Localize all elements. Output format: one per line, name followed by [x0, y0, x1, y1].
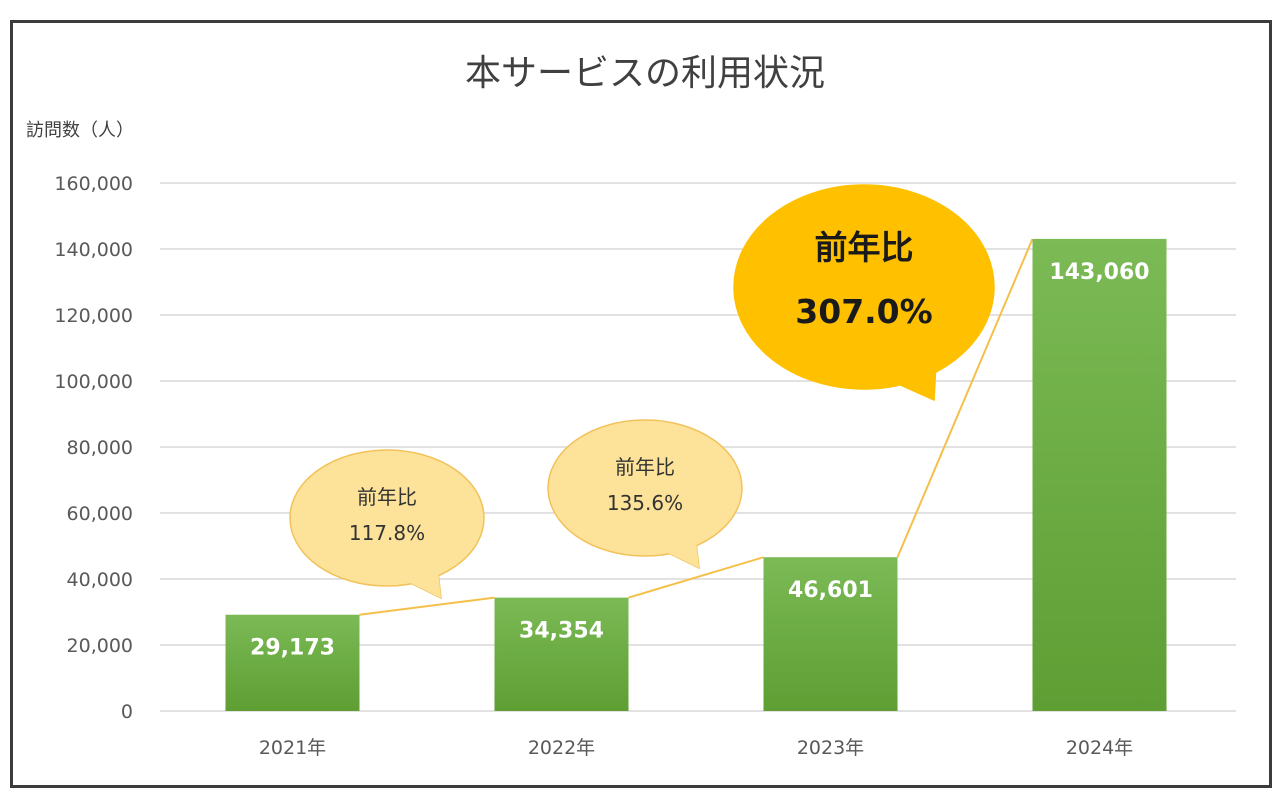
- bar-value-label: 143,060: [1049, 260, 1149, 285]
- y-tick-label: 40,000: [67, 569, 133, 591]
- chart-title: 本サービスの利用状況: [465, 53, 825, 94]
- connector-line: [359, 596, 495, 616]
- yoy-bubble: 前年比 135.6%: [547, 419, 743, 570]
- x-tick-label: 2023年: [797, 737, 864, 759]
- y-tick-labels: 0 20,000 40,000 60,000 80,000 100,000 120,000 1…: [54, 173, 133, 723]
- bubble-value: 135.6%: [607, 491, 683, 515]
- bar: [763, 557, 898, 711]
- bar-value-labels: 29,173 34,354 46,601 143,060: [250, 260, 1150, 661]
- bubble-label: 前年比: [357, 485, 417, 509]
- bubble-body: [289, 449, 485, 587]
- y-tick-label: 80,000: [67, 437, 133, 459]
- y-tick-label: 0: [121, 701, 133, 723]
- bubble-tail-fill: [878, 345, 937, 400]
- connector-line: [628, 556, 764, 599]
- y-tick-label: 140,000: [54, 239, 133, 261]
- y-tick-label: 60,000: [67, 503, 133, 525]
- bar: [494, 597, 629, 711]
- x-tick-label: 2021年: [259, 737, 326, 759]
- bar-value-label: 29,173: [250, 636, 335, 661]
- bubble-label: 前年比: [615, 455, 675, 479]
- bar-value-label: 46,601: [788, 578, 873, 603]
- y-tick-label: 100,000: [54, 371, 133, 393]
- annotation-bubbles: 前年比 117.8% 前年比 135.6% 前年比 307.0%: [289, 184, 995, 600]
- y-tick-label: 160,000: [54, 173, 133, 195]
- connector-line: [896, 238, 1034, 558]
- bars: [225, 238, 1167, 712]
- x-tick-labels: 2021年 2022年 2023年 2024年: [259, 737, 1133, 759]
- y-axis-label: 訪問数（人）: [26, 120, 134, 141]
- x-tick-label: 2024年: [1066, 737, 1133, 759]
- y-tick-label: 20,000: [67, 635, 133, 657]
- yoy-bubble: 前年比 117.8%: [289, 449, 485, 600]
- connector-lines: [359, 238, 1034, 616]
- bubble-tail-fill: [658, 533, 699, 568]
- bar: [1032, 238, 1167, 712]
- yoy-bubble-large: 前年比 307.0%: [733, 184, 995, 402]
- y-tick-label: 120,000: [54, 305, 133, 327]
- bubble-label: 前年比: [815, 228, 914, 267]
- bar-value-label: 34,354: [519, 619, 604, 644]
- bubble-tail-fill: [400, 563, 441, 598]
- bubble-body: [547, 419, 743, 557]
- bubble-value: 117.8%: [349, 521, 425, 545]
- bubble-value: 307.0%: [795, 292, 932, 331]
- x-tick-label: 2022年: [528, 737, 595, 759]
- bar: [225, 614, 360, 711]
- bubble-body: [733, 184, 995, 390]
